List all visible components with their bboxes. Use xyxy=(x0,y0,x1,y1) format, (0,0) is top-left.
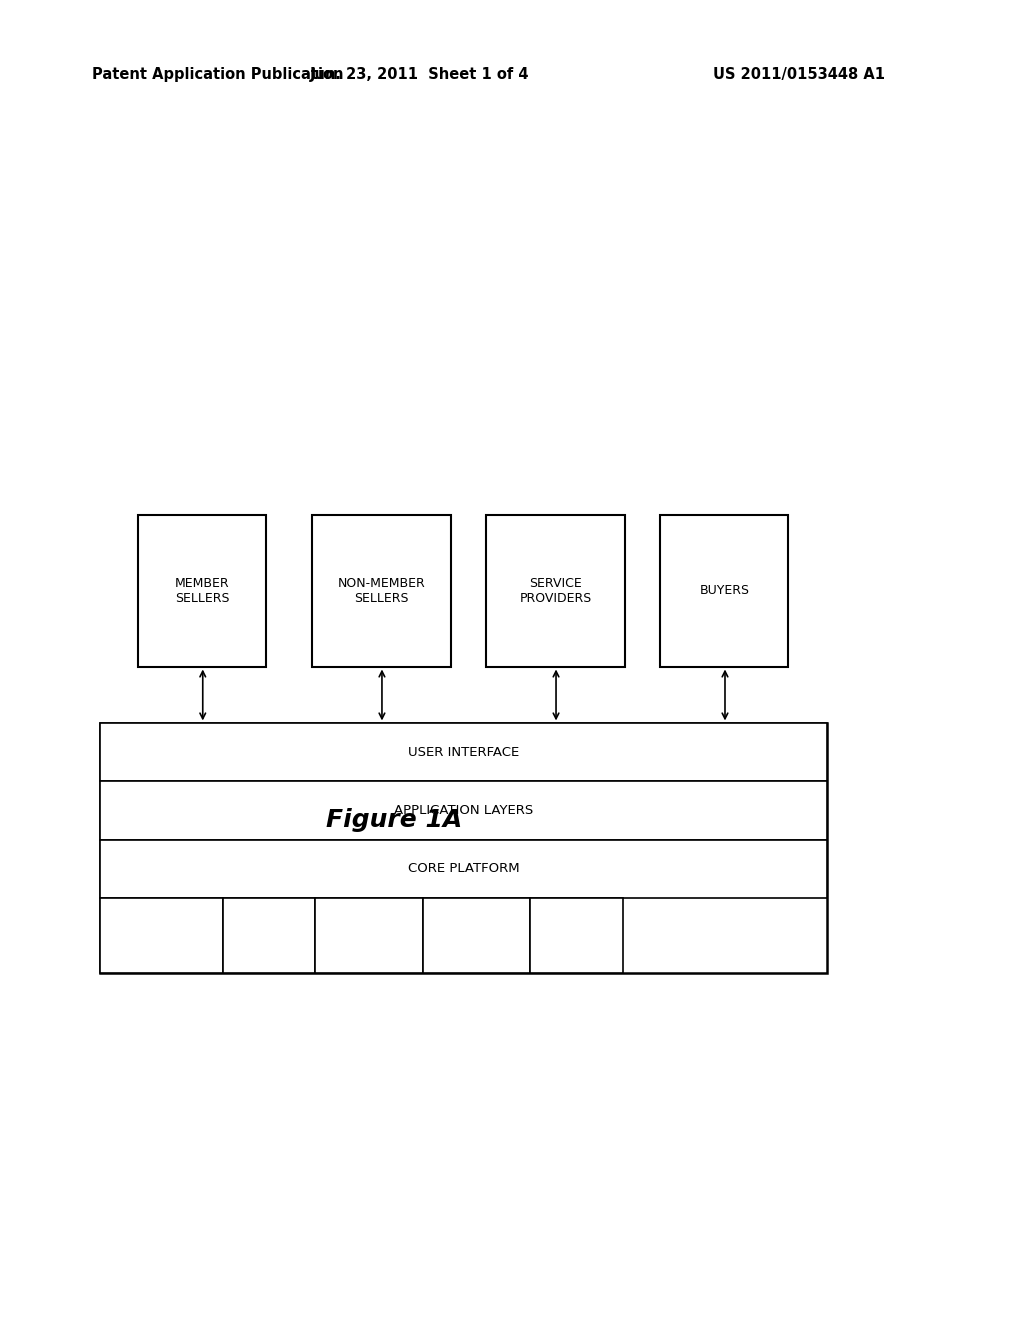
Bar xyxy=(312,515,451,667)
Text: BUYERS: BUYERS xyxy=(699,585,750,597)
Text: MODELS: MODELS xyxy=(343,929,395,941)
Text: US 2011/0153448 A1: US 2011/0153448 A1 xyxy=(713,67,885,82)
Bar xyxy=(486,515,625,667)
Bar xyxy=(100,840,827,898)
Text: TEMPLATES: TEMPLATES xyxy=(126,929,198,941)
Text: Jun. 23, 2011  Sheet 1 of 4: Jun. 23, 2011 Sheet 1 of 4 xyxy=(310,67,529,82)
Bar xyxy=(660,515,788,667)
Text: USER INTERFACE: USER INTERFACE xyxy=(409,746,519,759)
Text: MEMBER
SELLERS: MEMBER SELLERS xyxy=(175,577,229,605)
Bar xyxy=(530,898,623,973)
Text: APPLICATION LAYERS: APPLICATION LAYERS xyxy=(394,804,534,817)
Text: NON-MEMBER
SELLERS: NON-MEMBER SELLERS xyxy=(338,577,425,605)
Text: Patent Application Publication: Patent Application Publication xyxy=(92,67,344,82)
Bar xyxy=(315,898,423,973)
Text: Figure 1A: Figure 1A xyxy=(326,808,463,832)
Bar xyxy=(223,898,315,973)
Text: SERVICE
PROVIDERS: SERVICE PROVIDERS xyxy=(519,577,592,605)
Bar xyxy=(100,723,827,781)
Bar xyxy=(100,898,223,973)
Bar xyxy=(423,898,530,973)
Text: TOOLS: TOOLS xyxy=(555,929,598,941)
Text: USERS: USERS xyxy=(249,929,290,941)
Text: RESEARCH /
NEWS: RESEARCH / NEWS xyxy=(439,921,514,949)
Bar xyxy=(100,723,827,973)
Bar xyxy=(138,515,266,667)
Bar xyxy=(100,781,827,840)
Text: CORE PLATFORM: CORE PLATFORM xyxy=(408,862,520,875)
